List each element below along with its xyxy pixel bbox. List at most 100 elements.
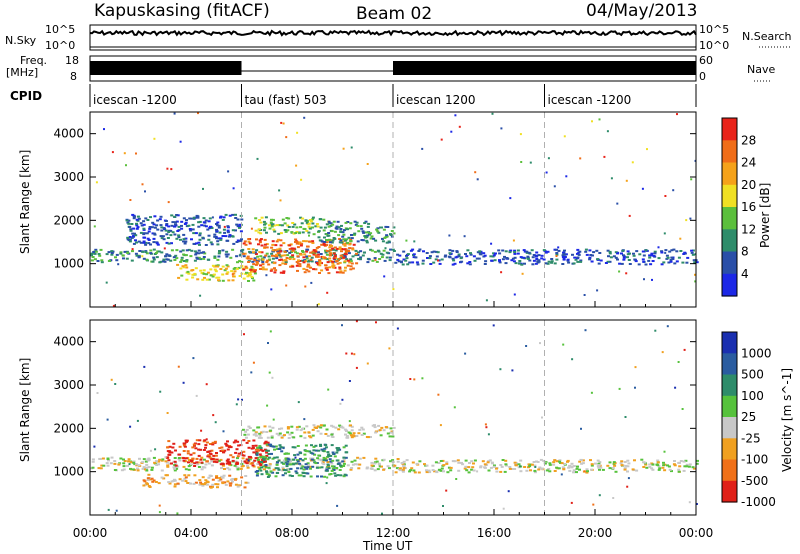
velocity-cell [537, 468, 541, 471]
power-cell [278, 254, 281, 257]
power-cell [193, 272, 197, 275]
power-speck [384, 247, 387, 250]
velocity-cell [267, 473, 271, 476]
power-speck [179, 140, 182, 143]
power-cell [312, 233, 316, 236]
power-cell [466, 249, 470, 252]
power-cell [334, 249, 338, 252]
power-cell [494, 252, 497, 255]
velocity-cell [146, 479, 150, 481]
velocity-cell [388, 467, 391, 470]
power-cell [346, 264, 350, 267]
power-cell [197, 252, 201, 255]
velocity-cell [173, 460, 177, 463]
power-speck [625, 272, 628, 275]
power-cell [197, 256, 201, 259]
power-cell [252, 263, 256, 266]
power-cell [171, 231, 175, 234]
velocity-cell [252, 439, 256, 442]
power-cell [406, 253, 410, 256]
power-cell [626, 253, 630, 256]
power-cell [260, 251, 264, 254]
velocity-cell [281, 474, 285, 477]
velocity-cell [252, 429, 256, 432]
power-cell [608, 260, 612, 263]
velocity-cbar-swatch-7 [722, 480, 737, 503]
velocity-cell [530, 463, 534, 466]
power-cell [239, 253, 243, 256]
power-cell [155, 242, 159, 245]
power-cell [651, 260, 655, 262]
velocity-cell [110, 456, 114, 459]
power-cell [158, 218, 162, 221]
velocity-cell [386, 432, 390, 435]
velocity-cell [226, 440, 229, 443]
power-cell [562, 252, 566, 255]
power-cell [173, 259, 177, 261]
velocity-cell [268, 464, 272, 467]
power-cell [576, 256, 580, 259]
power-cell [406, 263, 410, 266]
velocity-cell [309, 467, 312, 470]
power-speck [454, 114, 457, 117]
power-speck [663, 232, 666, 235]
power-speck [103, 128, 105, 131]
velocity-cell [113, 460, 117, 462]
velocity-cell [273, 456, 277, 459]
velocity-cell [247, 440, 251, 442]
power-cell [125, 257, 129, 260]
power-cell [417, 250, 421, 252]
power-cell [206, 228, 210, 231]
power-cell [648, 254, 652, 257]
velocity-cell [457, 461, 461, 464]
power-cell [412, 256, 416, 259]
velocity-cell [122, 468, 126, 471]
velocity-cell [154, 460, 158, 463]
velocity-speck [235, 403, 238, 406]
power-cell [574, 258, 578, 261]
power-cell [479, 253, 483, 256]
velocity-cell [392, 426, 396, 429]
cpid-segment-label-3: icescan -1200 [548, 93, 632, 107]
velocity-speck [484, 423, 487, 426]
velocity-cell [136, 467, 139, 470]
power-cell [242, 242, 246, 245]
velocity-cell [331, 451, 335, 454]
power-cell [504, 262, 508, 265]
velocity-cell [242, 450, 246, 453]
power-cell [325, 244, 329, 246]
velocity-cell [415, 462, 419, 465]
power-cell [215, 223, 218, 225]
power-cell [239, 239, 243, 242]
velocity-cell [492, 465, 496, 468]
power-speck [141, 255, 144, 258]
velocity-cell [275, 462, 279, 465]
velocity-cell [338, 448, 342, 451]
power-cell [366, 225, 370, 228]
power-cell [228, 235, 231, 238]
power-cell [226, 225, 230, 228]
power-speck [563, 135, 566, 138]
velocity-cell [385, 426, 388, 429]
velocity-cell [257, 466, 261, 469]
power-cell [225, 239, 229, 242]
freq-block-0 [90, 61, 242, 75]
velocity-cell [540, 467, 544, 470]
power-cell [99, 248, 103, 251]
velocity-cell [312, 445, 316, 448]
velocity-cell [245, 458, 249, 461]
power-cell [229, 256, 233, 259]
power-cell [196, 278, 200, 281]
power-cell [363, 235, 367, 238]
velocity-cell [528, 465, 532, 468]
power-cell [295, 252, 299, 255]
power-cell [599, 259, 603, 262]
power-cell [98, 254, 102, 257]
velocity-cell [91, 460, 95, 463]
power-cell [157, 250, 161, 253]
power-cell [247, 280, 250, 282]
power-cell [240, 238, 243, 241]
power-cell [359, 250, 363, 253]
power-speck [166, 167, 169, 170]
power-speck [437, 259, 439, 262]
